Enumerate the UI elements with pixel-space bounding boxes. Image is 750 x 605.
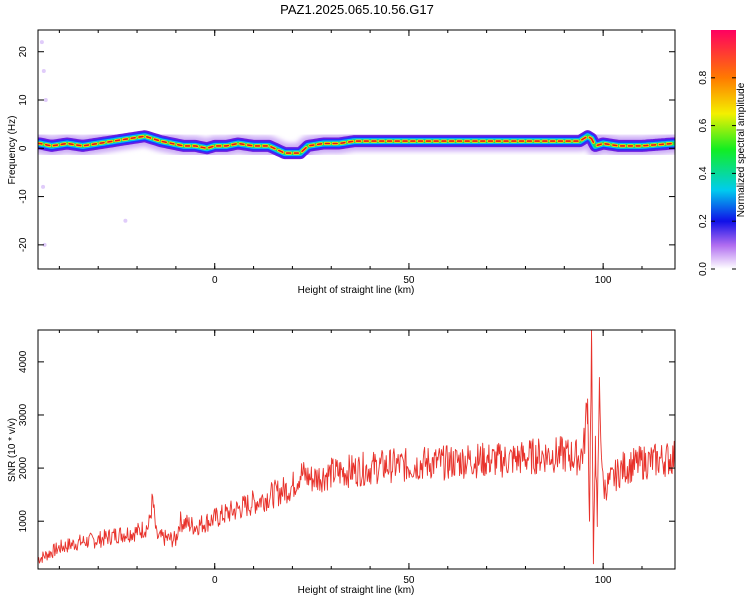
x-tick-label: 0 <box>212 575 218 586</box>
ridge-core-red <box>232 144 236 145</box>
ridge-core-red <box>139 137 143 138</box>
ridge-core-red <box>310 145 314 146</box>
ridge-core-red <box>162 142 166 143</box>
colorbar-tick-label: 0.0 <box>698 262 709 276</box>
ridge-core-red <box>318 144 322 145</box>
ridge-core-red <box>201 147 205 148</box>
snr-line <box>38 330 675 564</box>
ridge-core-red <box>124 139 128 140</box>
y-tick-label: 0 <box>18 145 29 151</box>
y-tick-label: 3000 <box>18 403 29 426</box>
ridge-core-red <box>170 143 174 144</box>
colorbar-tick-label: 0.8 <box>698 70 709 84</box>
ridge-core-red <box>341 143 345 144</box>
ridge-core-red <box>108 141 112 142</box>
noise-speck <box>42 69 46 73</box>
ridge-core-red <box>61 144 65 145</box>
spectrogram-x-axis-label: Height of straight line (km) <box>298 285 415 296</box>
y-tick-label: -10 <box>18 189 29 204</box>
figure-title: PAZ1.2025.065.10.56.G17 <box>280 2 434 17</box>
ridge-core-red <box>100 143 104 144</box>
noise-speck <box>44 98 48 102</box>
ridge-core-red <box>46 145 50 146</box>
snr-plot-area <box>38 330 675 564</box>
x-tick-label: 100 <box>595 275 612 286</box>
colorbar: 0.0 0.2 0.4 0.6 0.8 Normalized spectral ampl… <box>698 30 747 276</box>
x-tick-label: 0 <box>212 275 218 286</box>
noise-speck <box>41 185 45 189</box>
y-tick-label: 10 <box>18 94 29 106</box>
y-tick-label: 1000 <box>18 510 29 533</box>
ridge-core-red <box>131 138 135 139</box>
colorbar-tick-label: 0.2 <box>698 214 709 228</box>
ridge-core-red <box>613 145 617 146</box>
spectrogram-y-axis-label: Frequency (Hz) <box>7 116 18 185</box>
x-tick-label: 100 <box>595 575 612 586</box>
y-tick-label: -20 <box>18 237 29 252</box>
ridge-core-red <box>178 145 182 146</box>
colorbar-tick-label: 0.6 <box>698 118 709 132</box>
ridge-core-red <box>85 145 89 146</box>
colorbar-tick-label: 0.4 <box>698 166 709 180</box>
ridge-core-red <box>605 144 609 145</box>
ridge-core-red <box>77 145 81 146</box>
y-tick-label: 20 <box>18 46 29 58</box>
ridge-core-red <box>116 140 120 141</box>
ridge-core-red <box>240 144 244 145</box>
ridge-core-red <box>349 141 353 142</box>
noise-speck <box>40 40 44 44</box>
ridge-core-red <box>54 145 58 146</box>
y-tick-label: 2000 <box>18 457 29 480</box>
snr-y-axis-label: SNR (10 * v/v) <box>7 418 18 482</box>
ridge-core-red <box>248 145 252 146</box>
noise-speck <box>123 219 127 223</box>
ridge-core-red <box>92 144 96 145</box>
spectrogram-image <box>38 40 675 247</box>
colorbar-gradient <box>711 30 736 269</box>
snr-x-axis-label: Height of straight line (km) <box>298 585 415 596</box>
ridge-core-red <box>69 144 73 145</box>
y-tick-label: 4000 <box>18 350 29 373</box>
colorbar-label: Normalized spectral amplitude <box>736 82 747 217</box>
